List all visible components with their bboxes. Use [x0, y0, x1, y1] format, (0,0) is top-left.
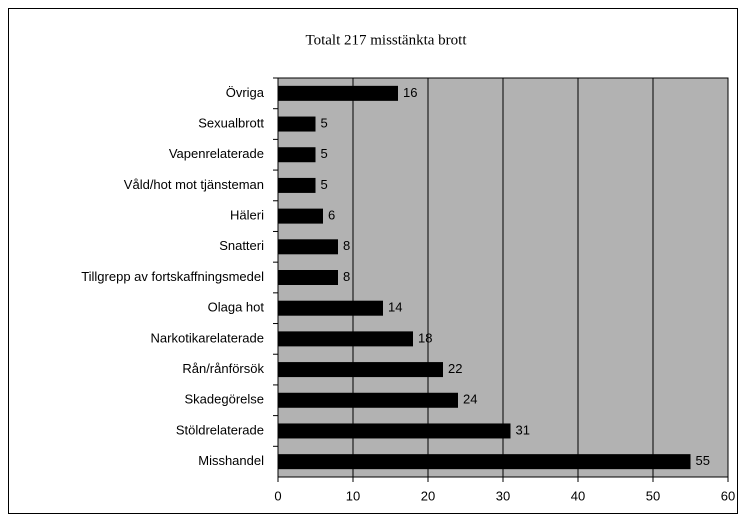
x-tick-label: 20 — [421, 488, 435, 503]
y-tick-label: Våld/hot mot tjänsteman — [124, 177, 264, 192]
bar — [278, 270, 338, 285]
x-tick-label: 30 — [496, 488, 510, 503]
value-label: 5 — [321, 115, 328, 130]
y-tick-label: Rån/rånförsök — [182, 361, 264, 376]
y-tick-label: Skadegörelse — [185, 392, 265, 407]
y-tick-label: Häleri — [230, 208, 264, 223]
y-tick-label: Narkotikarelaterade — [151, 330, 264, 345]
bar — [278, 85, 398, 101]
bar — [278, 423, 511, 439]
y-tick-label: Stöldrelaterade — [176, 422, 264, 437]
value-label: 14 — [388, 300, 402, 315]
y-tick-label: Misshandel — [198, 453, 264, 468]
value-label: 6 — [328, 208, 335, 223]
bar — [278, 208, 323, 224]
y-tick-label: Övriga — [226, 85, 265, 100]
value-label: 16 — [403, 85, 417, 100]
bar — [278, 177, 316, 193]
value-label: 55 — [696, 453, 710, 468]
value-label: 22 — [448, 361, 462, 376]
x-tick-label: 40 — [571, 488, 585, 503]
y-tick-label: Sexualbrott — [198, 115, 264, 130]
value-label: 18 — [418, 330, 432, 345]
bar — [278, 331, 413, 347]
chart-title: Totalt 217 misstänkta brott — [305, 32, 467, 48]
bar — [278, 392, 458, 408]
x-tick-label: 50 — [646, 488, 660, 503]
value-label: 5 — [321, 177, 328, 192]
bar — [278, 300, 383, 316]
value-label: 31 — [516, 422, 530, 437]
y-tick-label: Snatteri — [219, 238, 264, 253]
bar — [278, 116, 316, 132]
x-tick-label: 10 — [346, 488, 360, 503]
bar — [278, 239, 338, 255]
value-label: 5 — [321, 146, 328, 161]
x-tick-label: 60 — [721, 488, 735, 503]
value-label: 8 — [343, 238, 350, 253]
value-label: 8 — [343, 269, 350, 284]
bar — [278, 454, 691, 470]
x-tick-label: 0 — [274, 488, 281, 503]
bar — [278, 362, 443, 378]
bar — [278, 147, 316, 163]
y-tick-label: Vapenrelaterade — [169, 146, 264, 161]
y-tick-label: Olaga hot — [208, 300, 265, 315]
value-label: 24 — [463, 392, 477, 407]
y-tick-label: Tillgrepp av fortskaffningsmedel — [81, 269, 264, 284]
